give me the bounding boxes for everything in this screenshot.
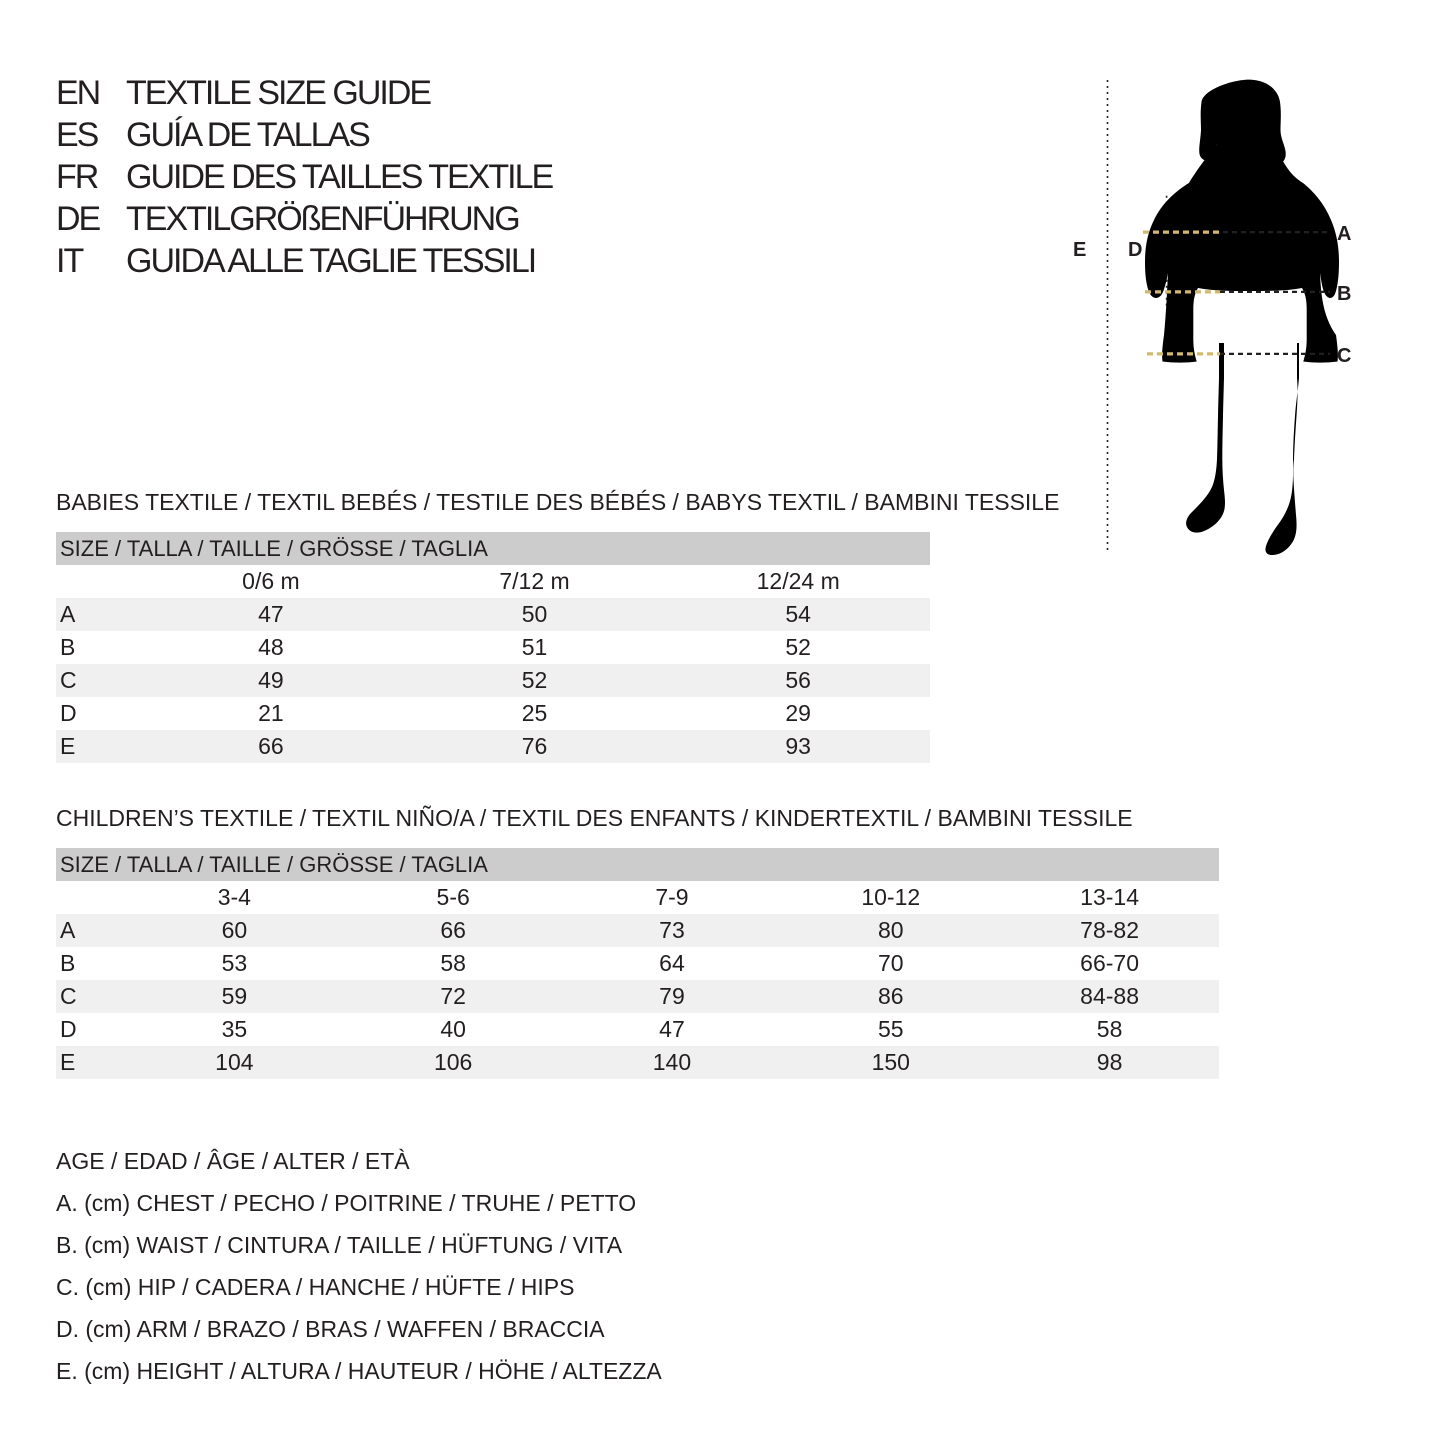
svg-text:E: E [1073, 239, 1086, 261]
svg-text:C: C [1337, 345, 1351, 367]
svg-text:B: B [1337, 283, 1351, 305]
svg-text:D: D [1128, 239, 1142, 261]
svg-text:A: A [1337, 223, 1351, 245]
